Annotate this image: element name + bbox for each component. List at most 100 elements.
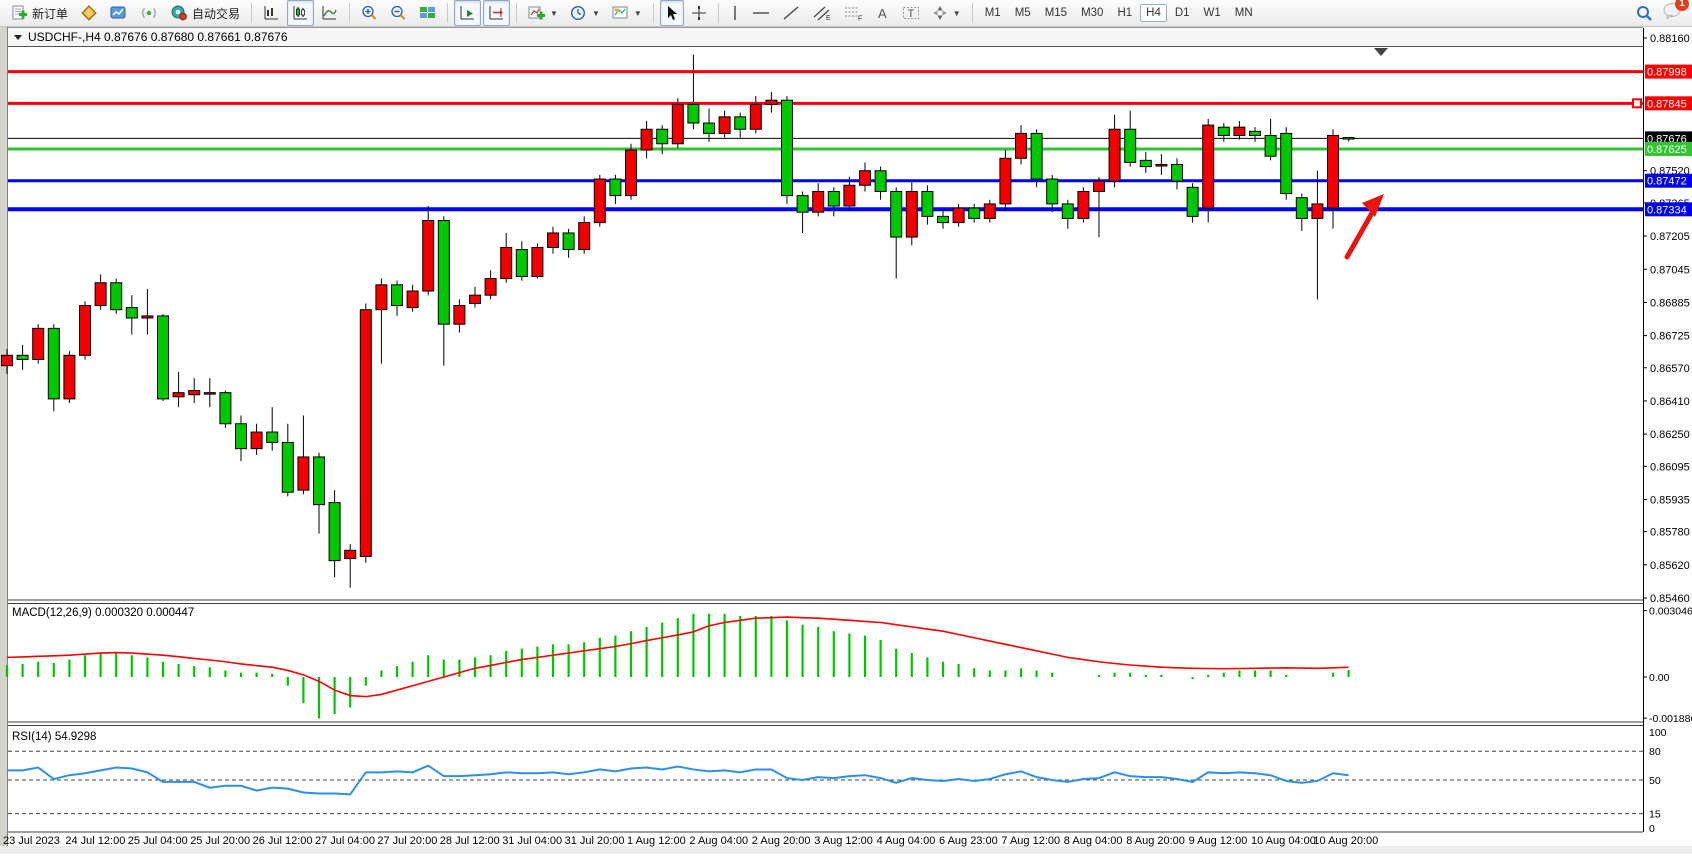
candle-body xyxy=(391,284,403,307)
time-tick-label: 27 Jul 20:00 xyxy=(377,835,437,847)
time-tick-label: 8 Aug 04:00 xyxy=(1064,835,1123,847)
candle-body xyxy=(79,305,91,356)
label-tool-button[interactable]: T xyxy=(897,0,925,26)
trendline-tool-button[interactable] xyxy=(777,0,805,26)
timeframe-h1[interactable]: H1 xyxy=(1117,7,1133,19)
candle-body xyxy=(1295,197,1308,219)
rsi-level-label: 100 xyxy=(1649,727,1667,739)
auto-trading-icon xyxy=(171,5,187,21)
zoom-in-button[interactable] xyxy=(356,0,383,26)
candle-body xyxy=(812,190,825,213)
price-tick-label: 0.87045 xyxy=(1650,264,1690,276)
zoom-in-icon xyxy=(362,5,377,20)
auto-trading-button[interactable]: 自动交易 xyxy=(165,0,245,26)
rsi-panel[interactable]: 100 80 50 15 0 RSI(14) 54.9298 xyxy=(7,727,1667,835)
price-tick-label: 0.85620 xyxy=(1650,560,1690,572)
time-axis[interactable]: 23 Jul 2023 24 Jul 12:00 25 Jul 04:00 25 Ju… xyxy=(3,835,1378,847)
auto-scroll-button[interactable] xyxy=(454,0,482,26)
channel-tool-button[interactable]: E xyxy=(807,0,837,26)
periods-button[interactable]: ▼ xyxy=(565,0,605,26)
candle-body xyxy=(297,456,310,491)
zoom-out-icon xyxy=(391,5,406,20)
timeframe-m1[interactable]: M1 xyxy=(984,7,1001,19)
candle-body xyxy=(1171,164,1183,182)
svg-text:F: F xyxy=(858,16,862,22)
toolbar-separator xyxy=(971,3,973,23)
usdchf-h4-chart[interactable]: USDCHF-,H4 0.87676 0.87680 0.87661 0.876… xyxy=(0,27,1692,854)
candle-body xyxy=(1249,130,1261,136)
new-order-button[interactable]: 新订单 xyxy=(6,0,73,26)
candle-body xyxy=(406,290,419,309)
timeframe-m5[interactable]: M5 xyxy=(1014,7,1031,19)
line-chart-mode-button[interactable] xyxy=(316,0,343,26)
candlestick-mode-button[interactable] xyxy=(287,0,315,26)
timeframe-d1[interactable]: D1 xyxy=(1174,7,1190,19)
horizontal-line-tool-button[interactable] xyxy=(747,0,775,26)
price-badge-0.87472: 0.87472 xyxy=(1645,173,1692,188)
fibonacci-tool-button[interactable]: F xyxy=(839,0,869,26)
price-badge-0.87998: 0.87998 xyxy=(1645,64,1692,79)
crosshair-icon xyxy=(691,6,706,20)
candle-body xyxy=(765,99,778,105)
bar-chart-mode-button[interactable] xyxy=(258,0,285,26)
candle-body xyxy=(172,392,185,398)
crosshair-tool-button[interactable] xyxy=(686,0,712,26)
title-bar-background xyxy=(8,28,1643,46)
indicators-button[interactable]: ▼ xyxy=(523,0,563,26)
candle-body xyxy=(827,190,840,207)
templates-button[interactable]: ▼ xyxy=(607,0,647,26)
trendline-icon xyxy=(783,6,799,20)
symbol-dropdown-icon[interactable] xyxy=(14,35,22,40)
candle-body xyxy=(952,207,965,224)
chart-shift-button[interactable] xyxy=(483,0,511,26)
candle-body xyxy=(796,195,809,213)
timeframe-m15[interactable]: M15 xyxy=(1044,7,1068,19)
candle-body xyxy=(983,203,996,219)
vertical-line-tool-button[interactable] xyxy=(725,0,745,26)
line-drag-handle[interactable] xyxy=(1632,98,1642,109)
arrows-tool-button[interactable]: ▼ xyxy=(927,0,966,26)
time-tick-label: 1 Aug 12:00 xyxy=(627,835,686,847)
zoom-out-button[interactable] xyxy=(385,0,412,26)
rsi-line xyxy=(7,764,1349,796)
macd-panel[interactable]: MACD(12,26,9) 0.000320 0.000447 0.003046 0… xyxy=(5,606,1692,726)
arrow-annotation[interactable] xyxy=(1344,194,1384,260)
text-tool-button[interactable]: A xyxy=(871,0,895,26)
candle-body xyxy=(266,431,279,443)
time-tick-label: 10 Aug 20:00 xyxy=(1313,835,1378,847)
candle-body xyxy=(219,392,232,425)
history-center-button[interactable] xyxy=(75,0,103,26)
candle-body xyxy=(1093,180,1105,192)
market-watch-button[interactable] xyxy=(105,0,133,26)
candle-body xyxy=(484,278,497,296)
candle-body xyxy=(328,502,341,562)
price-axis[interactable]: 0.881600.875200.873650.872050.870450.868… xyxy=(1632,33,1692,605)
signals-button[interactable] xyxy=(135,0,163,26)
arrow-head xyxy=(1362,194,1384,217)
cursor-tool-button[interactable] xyxy=(659,0,684,26)
timeframe-w1[interactable]: W1 xyxy=(1203,7,1221,19)
timeframe-mn[interactable]: MN xyxy=(1234,7,1253,19)
timeframe-m30[interactable]: M30 xyxy=(1081,7,1104,19)
candle-body xyxy=(749,103,762,130)
chart-title-bar[interactable]: USDCHF-,H4 0.87676 0.87680 0.87661 0.876… xyxy=(8,27,1643,47)
price-tick-label: 0.86725 xyxy=(1650,331,1690,343)
notifications-button[interactable]: 1 xyxy=(1663,0,1689,24)
timeframe-h4[interactable]: H4 xyxy=(1140,4,1167,22)
candle-body xyxy=(313,456,325,506)
price-tick-label: 0.87205 xyxy=(1650,231,1690,243)
tile-windows-button[interactable] xyxy=(414,0,441,26)
chart-shift-marker[interactable] xyxy=(1374,48,1388,56)
candle-body xyxy=(63,354,76,400)
time-tick-label: 8 Aug 20:00 xyxy=(1126,835,1185,847)
candle-body xyxy=(203,392,216,395)
channel-icon: E xyxy=(813,6,831,21)
auto-scroll-icon xyxy=(460,6,475,20)
search-icon[interactable] xyxy=(1636,5,1653,22)
price-badge-0.87625: 0.87625 xyxy=(1645,141,1692,156)
cursor-icon xyxy=(667,6,677,20)
candle-body xyxy=(500,246,513,280)
candle-body xyxy=(562,232,575,251)
rsi-level-label: 0 xyxy=(1649,823,1655,835)
price-tick-label: 0.86885 xyxy=(1650,297,1690,309)
